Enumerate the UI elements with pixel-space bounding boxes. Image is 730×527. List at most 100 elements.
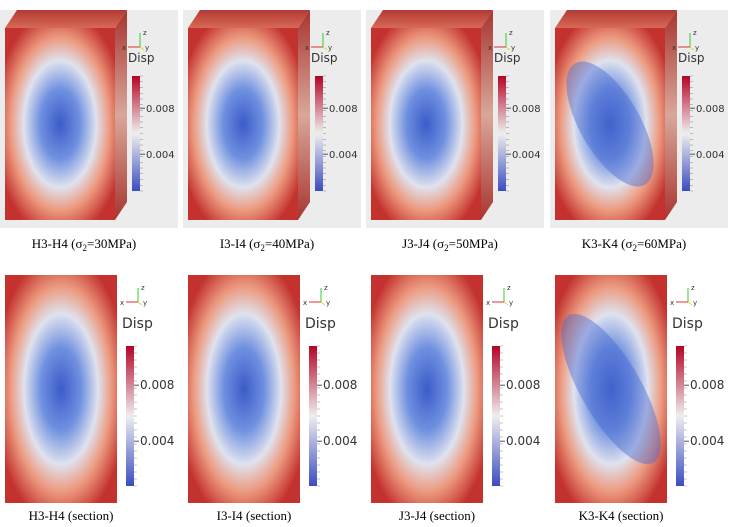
caption-subscript: 2 (82, 243, 87, 253)
caption: J3-J4 (section) (399, 508, 475, 523)
caption: K3-K4 (section) (579, 508, 664, 523)
colorbar-tick-label: 0.008 (329, 104, 358, 115)
axis-label: y (511, 44, 515, 52)
legend-title: Disp (305, 316, 336, 332)
colorbar-tick-label: 0.008 (140, 378, 174, 392)
caption-text: J3-J4 (section) (399, 508, 475, 523)
colorbar (309, 346, 317, 486)
caption: I3-I4 (σ2=40MPa) (220, 236, 314, 253)
colorbar (676, 346, 684, 486)
colorbar-tick-label: 0.008 (512, 104, 541, 115)
legend-title: Disp (488, 316, 519, 332)
caption-rest: =40MPa) (265, 236, 314, 251)
axis-label: x (672, 44, 676, 52)
colorbar-tick-label: 0.004 (146, 150, 175, 161)
section (5, 275, 117, 503)
axis-label: x (305, 44, 309, 52)
colorbar-tick-label: 0.008 (690, 378, 724, 392)
caption: I3-I4 (section) (217, 508, 292, 523)
box-side (298, 10, 310, 220)
box-top (188, 10, 310, 28)
axis-label: x (670, 299, 674, 307)
axis-label: z (507, 284, 511, 292)
axis-y (137, 301, 143, 306)
axis-y (505, 46, 511, 51)
caption-text: K3-K4 (σ (582, 236, 633, 251)
caption: K3-K4 (σ2=60MPa) (582, 236, 686, 253)
caption-text: J3-J4 (σ (402, 236, 444, 251)
axis-label: y (143, 299, 147, 307)
section (371, 275, 483, 503)
caption: H3-H4 (section) (29, 508, 114, 523)
axis-label: z (691, 284, 695, 292)
caption-text: I3-I4 (section) (217, 508, 292, 523)
axis-label: y (509, 299, 513, 307)
axis-y (503, 301, 509, 306)
colorbar-tick-label: 0.004 (329, 150, 358, 161)
caption-text: K3-K4 (section) (579, 508, 664, 523)
axis-label: z (326, 29, 330, 37)
panel: z x y Disp 0.008 0.004 J3-J4 (section) (371, 275, 540, 523)
box-front (371, 28, 481, 220)
axis-label: y (693, 299, 697, 307)
caption-subscript: 2 (260, 243, 265, 253)
axis-label: y (695, 44, 699, 52)
box-side (115, 10, 127, 220)
legend-title: Disp (128, 51, 154, 65)
box-top (5, 10, 127, 28)
colorbar (126, 346, 134, 486)
axis-label: y (145, 44, 149, 52)
panel: z x y Disp 0.008 0.004 H3-H4 (section) (5, 275, 174, 523)
axis-label: y (328, 44, 332, 52)
legend-title: Disp (494, 51, 520, 65)
axis-label: z (141, 284, 145, 292)
legend-title: Disp (678, 51, 704, 65)
caption: H3-H4 (σ2=30MPa) (32, 236, 136, 253)
colorbar (132, 76, 140, 191)
legend-title: Disp (122, 316, 153, 332)
blue-band (561, 313, 661, 465)
axis-y (139, 46, 145, 51)
caption: J3-J4 (σ2=50MPa) (402, 236, 498, 253)
colorbar-tick-label: 0.008 (696, 104, 725, 115)
caption-rest: =60MPa) (637, 236, 686, 251)
axis-y (687, 301, 693, 306)
caption-subscript: 2 (632, 243, 637, 253)
panel: z x y Disp 0.008 0.004 K3-K4 (section) (555, 275, 724, 523)
caption-text: H3-H4 (section) (29, 508, 114, 523)
axis-label: x (486, 299, 490, 307)
colorbar-tick-label: 0.004 (506, 434, 540, 448)
colorbar (492, 346, 500, 486)
axis-label: x (488, 44, 492, 52)
panel: z x y Disp 0.008 0.004 I3-I4 (section) (188, 275, 357, 523)
colorbar (315, 76, 323, 191)
colorbar-tick-label: 0.004 (323, 434, 357, 448)
axis-y (689, 46, 695, 51)
colorbar-tick-label: 0.004 (696, 150, 725, 161)
caption-text: I3-I4 (σ (220, 236, 261, 251)
colorbar-tick-label: 0.008 (506, 378, 540, 392)
legend-title: Disp (672, 316, 703, 332)
box-side (481, 10, 493, 220)
colorbar-tick-label: 0.004 (140, 434, 174, 448)
axis-label: x (120, 299, 124, 307)
colorbar (682, 76, 690, 191)
colorbar-tick-label: 0.008 (146, 104, 175, 115)
legend-title: Disp (311, 51, 337, 65)
axis-y (322, 46, 328, 51)
axis-label: y (326, 299, 330, 307)
axis-label: z (143, 29, 147, 37)
box-front (188, 28, 298, 220)
colorbar (498, 76, 506, 191)
caption-text: H3-H4 (σ (32, 236, 83, 251)
axis-label: z (693, 29, 697, 37)
colorbar-tick-label: 0.004 (690, 434, 724, 448)
colorbar-tick-label: 0.004 (512, 150, 541, 161)
axis-y (320, 301, 326, 306)
axis-label: z (324, 284, 328, 292)
axis-label: x (303, 299, 307, 307)
